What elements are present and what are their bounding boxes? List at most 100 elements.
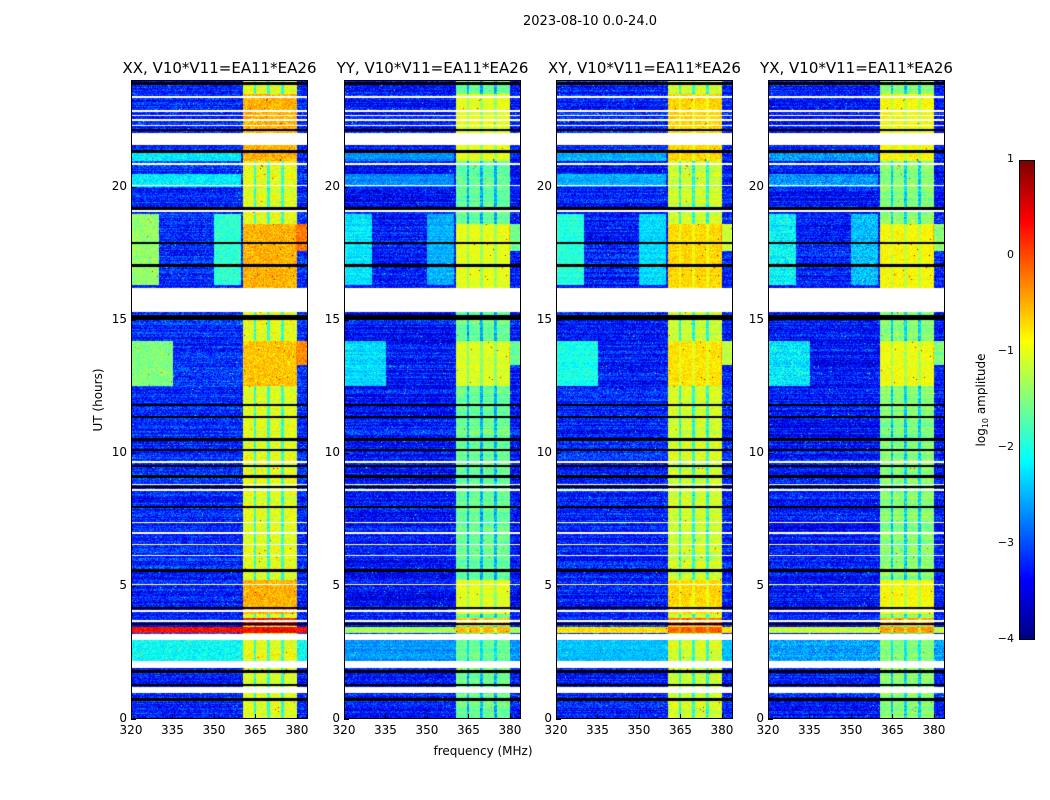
y-tick-label: 20 <box>536 178 552 193</box>
y-tick-mark <box>344 585 349 587</box>
x-tick-mark <box>468 714 470 719</box>
y-tick-label: 15 <box>324 311 340 326</box>
x-tick-label: 320 <box>119 723 143 737</box>
y-axis-label: UT (hours) <box>91 368 105 432</box>
x-tick-label: 350 <box>839 723 863 737</box>
y-tick-label: 15 <box>748 311 764 326</box>
x-tick-label: 335 <box>798 723 821 737</box>
y-tick-mark <box>556 452 561 454</box>
waterfall-panel-3 <box>768 80 945 719</box>
colorbar-tick-label: −4 <box>997 632 1014 645</box>
colorbar-tick-label: −2 <box>997 440 1014 453</box>
y-tick-mark <box>131 585 136 587</box>
panel-title-2: XY, V10*V11=EA11*EA26 <box>548 59 741 77</box>
x-tick-mark <box>344 714 345 719</box>
y-tick-label: 0 <box>756 711 764 725</box>
colorbar-label-sub: 10 <box>981 417 991 429</box>
waterfall-heatmap-2 <box>557 81 732 718</box>
x-tick-label: 380 <box>285 723 309 737</box>
waterfall-panel-1 <box>344 80 521 719</box>
y-tick-mark <box>344 186 349 188</box>
y-tick-mark <box>768 452 773 454</box>
x-tick-mark <box>680 714 682 719</box>
x-tick-mark <box>892 714 894 719</box>
y-tick-mark <box>131 186 136 188</box>
y-tick-mark <box>768 319 773 321</box>
waterfall-heatmap-1 <box>345 81 520 718</box>
y-tick-mark <box>344 452 349 454</box>
y-tick-label: 0 <box>544 711 552 725</box>
y-tick-mark <box>131 452 136 454</box>
y-tick-mark <box>131 719 136 720</box>
y-tick-label: 10 <box>748 444 764 459</box>
x-tick-label: 365 <box>669 723 692 737</box>
y-tick-label: 5 <box>756 577 764 592</box>
x-tick-mark <box>296 714 298 719</box>
y-tick-label: 10 <box>324 444 340 459</box>
y-tick-mark <box>131 319 136 321</box>
x-tick-label: 320 <box>756 723 780 737</box>
y-tick-label: 5 <box>119 577 127 592</box>
x-tick-label: 335 <box>161 723 184 737</box>
y-tick-mark <box>344 319 349 321</box>
colorbar <box>1019 160 1035 640</box>
x-axis-label: frequency (MHz) <box>433 744 533 758</box>
x-tick-mark <box>768 714 769 719</box>
x-tick-mark <box>638 714 640 719</box>
colorbar-label: log10 amplitude <box>974 354 990 447</box>
y-tick-label: 20 <box>748 178 764 193</box>
panel-title-0: XX, V10*V11=EA11*EA26 <box>122 59 317 77</box>
x-tick-mark <box>426 714 428 719</box>
x-tick-mark <box>131 714 132 719</box>
y-tick-label: 0 <box>332 711 340 725</box>
y-tick-label: 0 <box>119 711 127 725</box>
colorbar-tick-label: −1 <box>997 344 1014 357</box>
y-tick-label: 20 <box>324 178 340 193</box>
y-tick-label: 10 <box>111 444 127 459</box>
y-tick-label: 5 <box>332 577 340 592</box>
x-tick-label: 365 <box>244 723 267 737</box>
x-tick-mark <box>721 714 723 719</box>
x-tick-label: 365 <box>881 723 904 737</box>
y-tick-label: 15 <box>536 311 552 326</box>
x-tick-mark <box>850 714 852 719</box>
x-tick-mark <box>597 714 599 719</box>
x-tick-mark <box>213 714 215 719</box>
y-tick-mark <box>556 719 561 720</box>
x-tick-label: 335 <box>374 723 397 737</box>
y-tick-mark <box>768 186 773 188</box>
x-tick-label: 380 <box>710 723 734 737</box>
waterfall-panel-2 <box>556 80 733 719</box>
x-tick-label: 350 <box>627 723 651 737</box>
colorbar-tick-label: 0 <box>1007 248 1014 261</box>
y-tick-mark <box>556 585 561 587</box>
figure-title: 2023-08-10 0.0-24.0 <box>523 14 657 29</box>
panel-title-1: YY, V10*V11=EA11*EA26 <box>336 59 529 77</box>
x-tick-mark <box>385 714 387 719</box>
colorbar-label-amplitude: amplitude <box>973 353 988 418</box>
y-tick-mark <box>556 319 561 321</box>
y-tick-mark <box>556 186 561 188</box>
x-tick-mark <box>172 714 174 719</box>
x-tick-label: 380 <box>498 723 522 737</box>
colorbar-tick-label: 1 <box>1007 152 1014 165</box>
x-tick-label: 380 <box>922 723 946 737</box>
waterfall-heatmap-0 <box>132 81 307 718</box>
y-tick-label: 10 <box>536 444 552 459</box>
y-tick-label: 15 <box>111 311 127 326</box>
y-tick-label: 5 <box>544 577 552 592</box>
y-tick-mark <box>344 719 349 720</box>
x-tick-mark <box>809 714 811 719</box>
x-tick-mark <box>556 714 557 719</box>
waterfall-heatmap-3 <box>769 81 944 718</box>
waterfall-panel-0 <box>131 80 308 719</box>
colorbar-tick-label: −3 <box>997 536 1014 549</box>
y-tick-mark <box>768 719 773 720</box>
x-tick-label: 320 <box>332 723 356 737</box>
panel-title-3: YX, V10*V11=EA11*EA26 <box>760 59 953 77</box>
x-tick-label: 350 <box>415 723 439 737</box>
x-tick-label: 335 <box>586 723 609 737</box>
x-tick-label: 350 <box>202 723 226 737</box>
x-tick-mark <box>933 714 935 719</box>
